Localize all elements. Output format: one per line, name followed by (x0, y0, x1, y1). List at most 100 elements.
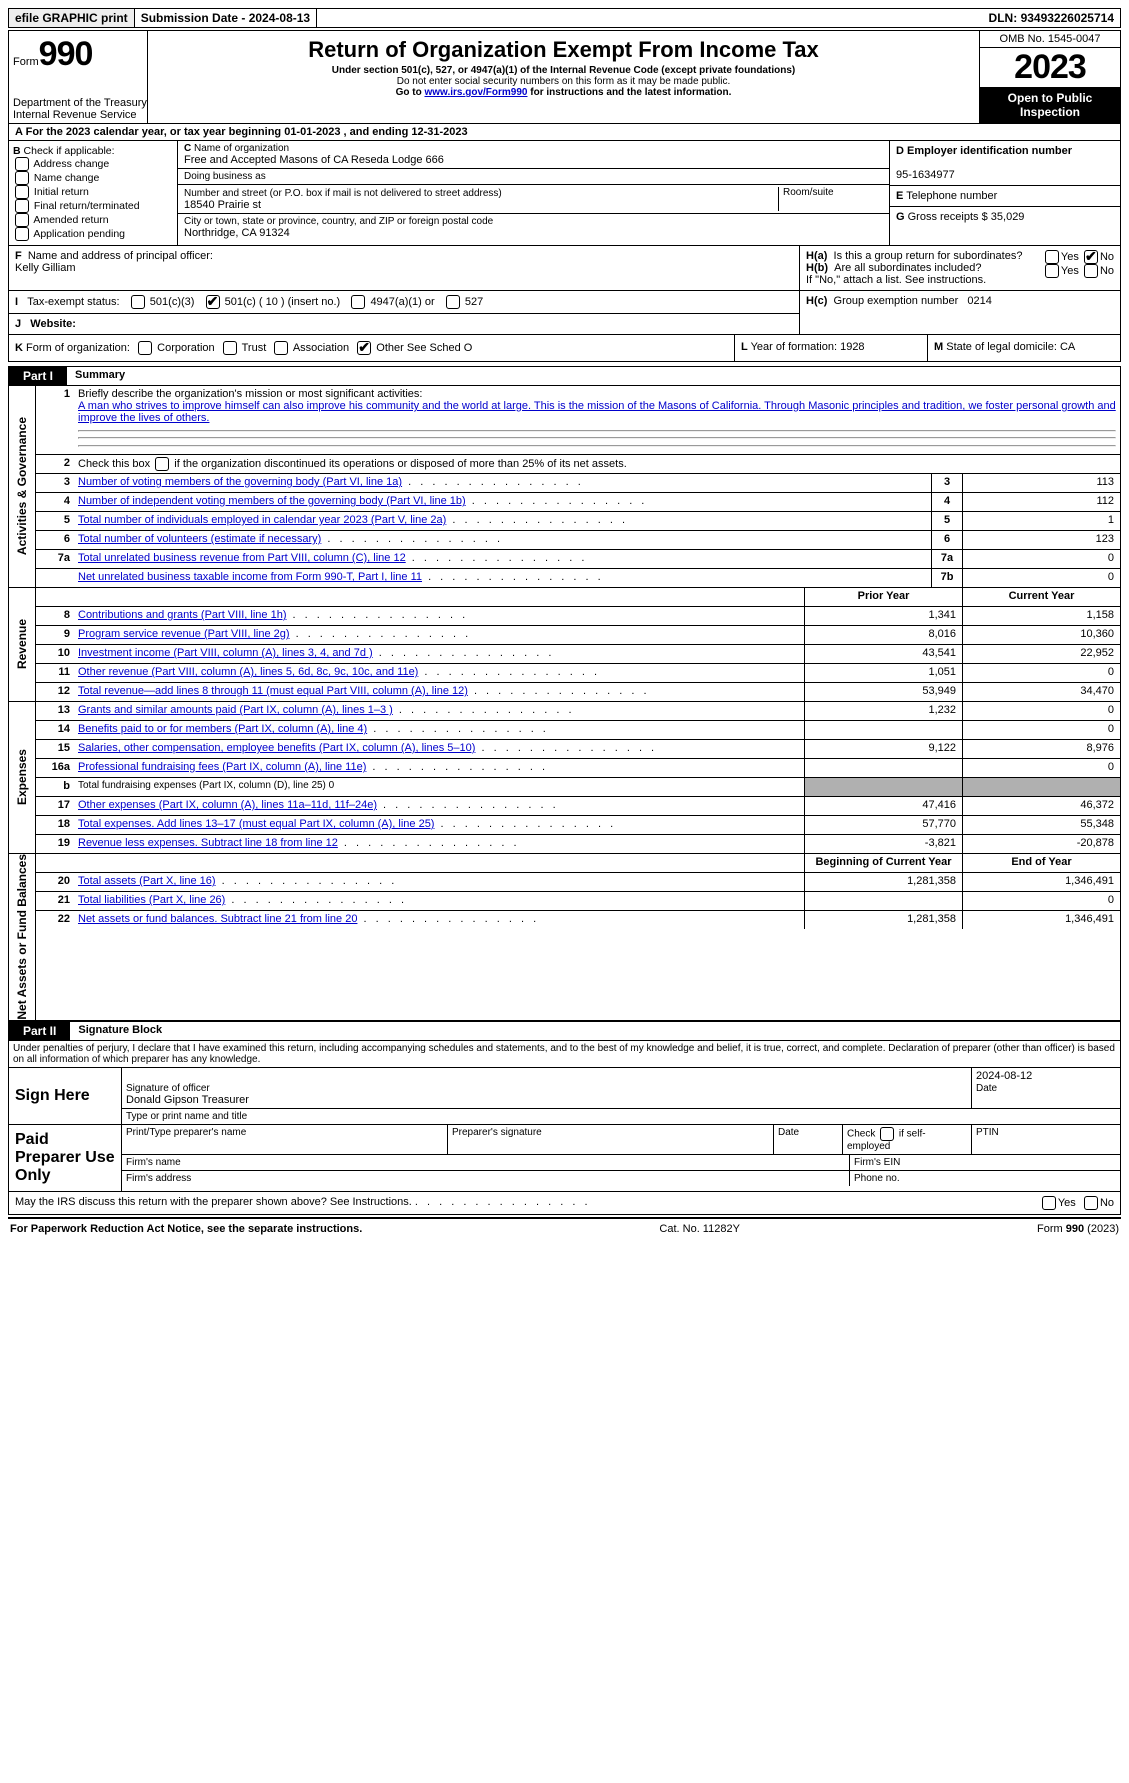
org-name: Free and Accepted Masons of CA Reseda Lo… (184, 154, 883, 166)
footer-mid: Cat. No. 11282Y (659, 1223, 740, 1235)
subtitle-2: Do not enter social security numbers on … (156, 76, 971, 87)
check-final-return[interactable] (15, 199, 29, 213)
check-other[interactable] (357, 341, 371, 355)
gov-row: 4Number of independent voting members of… (36, 493, 1120, 512)
check-501c3[interactable] (131, 295, 145, 309)
hb-yes[interactable] (1045, 264, 1059, 278)
subtitle-3: Go to www.irs.gov/Form990 for instructio… (156, 87, 971, 98)
principal-officer: Kelly Gilliam (15, 262, 76, 274)
efile-label: efile GRAPHIC print (9, 9, 135, 27)
part-ii-header: Part II Signature Block (8, 1021, 1121, 1041)
perjury-declaration: Under penalties of perjury, I declare th… (8, 1041, 1121, 1068)
discuss-no[interactable] (1084, 1196, 1098, 1210)
footer-right: Form 990 (2023) (1037, 1223, 1119, 1235)
type-name-label: Type or print name and title (122, 1109, 1120, 1124)
col-c-org-info: C Name of organization Free and Accepted… (178, 141, 890, 245)
irs-link[interactable]: www.irs.gov/Form990 (424, 87, 527, 98)
sig-officer-label: Signature of officer (126, 1083, 210, 1094)
footer-left: For Paperwork Reduction Act Notice, see … (10, 1223, 362, 1235)
inspection-notice: Open to Public Inspection (980, 87, 1120, 123)
check-initial-return[interactable] (15, 185, 29, 199)
phone-label: Telephone number (906, 190, 997, 202)
data-row: 11Other revenue (Part VIII, column (A), … (36, 664, 1120, 683)
street-address: 18540 Prairie st (184, 199, 261, 211)
data-row: 9Program service revenue (Part VIII, lin… (36, 626, 1120, 645)
gov-row: 5Total number of individuals employed in… (36, 512, 1120, 531)
dba-label: Doing business as (184, 171, 266, 182)
check-corp[interactable] (138, 341, 152, 355)
check-discontinued[interactable] (155, 457, 169, 471)
part-i-header: Part I Summary (8, 366, 1121, 386)
data-row: bTotal fundraising expenses (Part IX, co… (36, 778, 1120, 797)
top-bar: efile GRAPHIC print Submission Date - 20… (8, 8, 1121, 28)
form-number: Form990 (13, 35, 143, 74)
dln: DLN: 93493226025714 (983, 9, 1120, 27)
room-suite: Room/suite (778, 187, 883, 211)
gov-row: 7aTotal unrelated business revenue from … (36, 550, 1120, 569)
data-row: 14Benefits paid to or for members (Part … (36, 721, 1120, 740)
check-amended-return[interactable] (15, 213, 29, 227)
activities-governance-table: Activities & Governance 1 Briefly descri… (8, 386, 1121, 588)
subtitle-1: Under section 501(c), 527, or 4947(a)(1)… (156, 65, 971, 76)
year-formation: 1928 (840, 341, 864, 353)
check-501c[interactable] (206, 295, 220, 309)
check-address-change[interactable] (15, 157, 29, 171)
form-title: Return of Organization Exempt From Incom… (156, 37, 971, 63)
row-a-tax-year: A For the 2023 calendar year, or tax yea… (8, 124, 1121, 141)
check-trust[interactable] (223, 341, 237, 355)
prep-name-label: Print/Type preparer's name (122, 1125, 448, 1154)
section-bcde: B Check if applicable: Address change Na… (8, 141, 1121, 246)
data-row: 8Contributions and grants (Part VIII, li… (36, 607, 1120, 626)
paid-preparer-label: Paid Preparer Use Only (9, 1125, 122, 1191)
data-row: 19Revenue less expenses. Subtract line 1… (36, 835, 1120, 853)
firm-addr-label: Firm's address (122, 1171, 850, 1186)
dept-treasury: Department of the TreasuryInternal Reven… (13, 97, 147, 121)
col-eoy: End of Year (962, 854, 1120, 872)
revenue-table: Revenue Prior Year Current Year 8Contrib… (8, 588, 1121, 702)
website-label: Website: (30, 318, 76, 330)
hb-no[interactable] (1084, 264, 1098, 278)
check-application-pending[interactable] (15, 227, 29, 241)
check-4947[interactable] (351, 295, 365, 309)
ein: 95-1634977 (896, 169, 955, 181)
check-name-change[interactable] (15, 171, 29, 185)
footer: For Paperwork Reduction Act Notice, see … (8, 1217, 1121, 1239)
side-label-net: Net Assets or Fund Balances (15, 854, 29, 1020)
omb-number: OMB No. 1545-0047 (980, 31, 1120, 48)
data-row: 15Salaries, other compensation, employee… (36, 740, 1120, 759)
row-klm: K Form of organization: Corporation Trus… (8, 335, 1121, 362)
prep-sig-label: Preparer's signature (448, 1125, 774, 1154)
phone-no-label: Phone no. (850, 1171, 1120, 1186)
col-de: D Employer identification number 95-1634… (890, 141, 1120, 245)
col-boy: Beginning of Current Year (804, 854, 962, 872)
net-assets-table: Net Assets or Fund Balances Beginning of… (8, 854, 1121, 1021)
submission-date: Submission Date - 2024-08-13 (135, 9, 317, 27)
data-row: 10Investment income (Part VIII, column (… (36, 645, 1120, 664)
sign-here-label: Sign Here (9, 1068, 122, 1124)
check-assoc[interactable] (274, 341, 288, 355)
data-row: 12Total revenue—add lines 8 through 11 (… (36, 683, 1120, 701)
tax-year: 2023 (980, 48, 1120, 87)
col-h-group: H(a) Is this a group return for subordin… (800, 246, 1120, 334)
signature-block: Sign Here Signature of officer Donald Gi… (8, 1068, 1121, 1192)
expenses-table: Expenses 13Grants and similar amounts pa… (8, 702, 1121, 854)
check-527[interactable] (446, 295, 460, 309)
form-header: Form990 Department of the TreasuryIntern… (8, 30, 1121, 124)
side-label-ag: Activities & Governance (15, 417, 29, 555)
col-prior-year: Prior Year (804, 588, 962, 606)
data-row: 18Total expenses. Add lines 13–17 (must … (36, 816, 1120, 835)
city-state-zip: Northridge, CA 91324 (184, 227, 883, 239)
section-fijk: F Name and address of principal officer:… (8, 246, 1121, 335)
ha-no[interactable] (1084, 250, 1098, 264)
check-self-employed[interactable] (880, 1127, 894, 1141)
firm-name-label: Firm's name (122, 1155, 850, 1170)
officer-name: Donald Gipson Treasurer (126, 1094, 249, 1106)
ha-yes[interactable] (1045, 250, 1059, 264)
discuss-yes[interactable] (1042, 1196, 1056, 1210)
data-row: 22Net assets or fund balances. Subtract … (36, 911, 1120, 929)
col-b-checkboxes: B Check if applicable: Address change Na… (9, 141, 178, 245)
mission-text[interactable]: A man who strives to improve himself can… (78, 400, 1116, 424)
gov-row: 3Number of voting members of the governi… (36, 474, 1120, 493)
firm-ein-label: Firm's EIN (850, 1155, 1120, 1170)
data-row: 13Grants and similar amounts paid (Part … (36, 702, 1120, 721)
